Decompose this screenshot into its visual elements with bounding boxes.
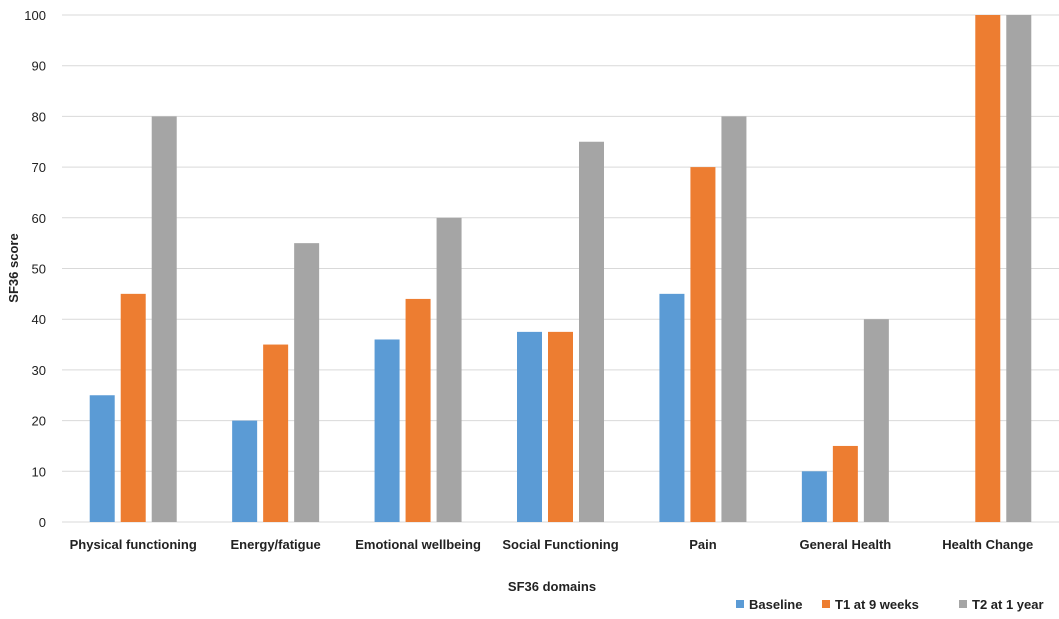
x-axis-categories: Physical functioning Energy/fatigue Emotio… [70, 537, 1034, 552]
y-tick-label: 90 [32, 59, 46, 74]
x-category-label: Physical functioning [70, 537, 197, 552]
y-axis-title: SF36 score [6, 233, 21, 302]
y-tick-label: 0 [39, 515, 46, 530]
bar-t1-at-9-weeks-5 [690, 167, 716, 522]
y-tick-label: 30 [32, 363, 46, 378]
legend-swatch-t2-at-1-year [959, 600, 967, 608]
x-category-label: Emotional wellbeing [355, 537, 481, 552]
x-category-label: Health Change [942, 537, 1033, 552]
y-tick-label: 50 [32, 262, 46, 277]
bar-baseline-3 [374, 339, 400, 522]
x-axis-title: SF36 domains [508, 579, 596, 594]
legend-label-baseline: Baseline [749, 597, 802, 612]
bar-t1-at-9-weeks-4 [548, 331, 573, 522]
y-tick-label: 70 [32, 160, 46, 175]
y-tick-label: 20 [32, 414, 46, 429]
legend-swatch-t1-at-9-weeks [822, 600, 830, 608]
y-axis-ticks: 0 10 20 30 40 50 60 70 80 90 100 [24, 8, 46, 530]
bar-baseline-6 [801, 471, 827, 522]
bar-t2-at-1-year-4 [579, 141, 604, 522]
bar-t2-at-1-year-3 [436, 217, 462, 523]
bar-t1-at-9-weeks-6 [832, 445, 858, 522]
y-tick-label: 40 [32, 312, 46, 327]
bar-t1-at-9-weeks-2 [263, 344, 289, 522]
y-tick-label: 100 [24, 8, 46, 23]
bar-t2-at-1-year-1 [151, 116, 177, 523]
legend-label-t1-at-9-weeks: T1 at 9 weeks [835, 597, 919, 612]
x-category-label: Social Functioning [502, 537, 618, 552]
x-category-label: Pain [689, 537, 717, 552]
bar-baseline-4 [517, 331, 542, 522]
legend: Baseline T1 at 9 weeks T2 at 1 year [736, 597, 1044, 612]
bar-t2-at-1-year-2 [294, 243, 320, 522]
y-tick-label: 10 [32, 464, 46, 479]
bar-t1-at-9-weeks-1 [120, 293, 146, 522]
bar-t2-at-1-year-7 [1006, 15, 1032, 522]
y-tick-label: 80 [32, 109, 46, 124]
y-tick-label: 60 [32, 211, 46, 226]
bar-t1-at-9-weeks-3 [405, 298, 431, 522]
bar-t2-at-1-year-5 [721, 116, 747, 523]
bar-baseline-2 [232, 420, 258, 522]
gridlines [62, 14, 1059, 523]
x-category-label: Energy/fatigue [230, 537, 320, 552]
bar-baseline-5 [659, 293, 685, 522]
bar-baseline-1 [89, 395, 115, 522]
bar-t1-at-9-weeks-7 [975, 15, 1001, 522]
bar-t2-at-1-year-6 [863, 319, 889, 522]
x-category-label: General Health [799, 537, 891, 552]
legend-swatch-baseline [736, 600, 744, 608]
bars [89, 15, 1032, 523]
legend-label-t2-at-1-year: T2 at 1 year [972, 597, 1044, 612]
